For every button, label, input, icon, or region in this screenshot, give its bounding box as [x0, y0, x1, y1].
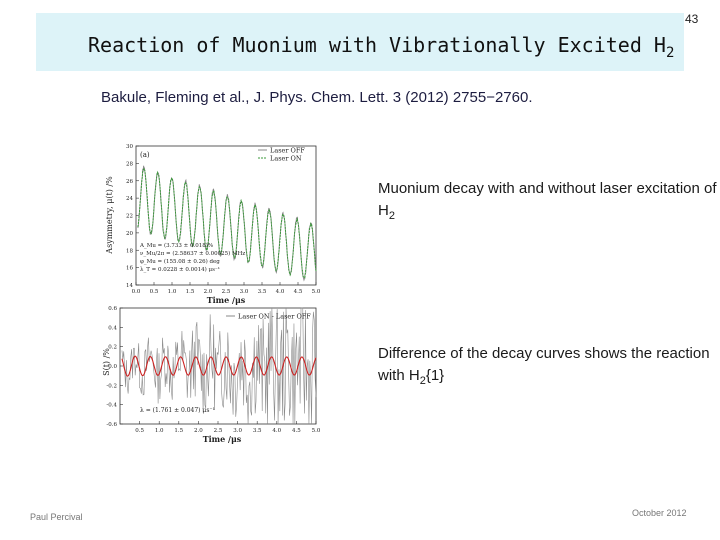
y-tick-label: 20	[126, 231, 133, 237]
panel-a-annotation-3: φ_Mu = (155.08 ± 0.26) deg	[140, 258, 220, 265]
series-difference-data	[121, 307, 317, 425]
x-tick-label: 0.5	[150, 289, 159, 295]
y-tick-label: 0.4	[108, 325, 117, 331]
series-difference-fit	[121, 355, 317, 377]
x-tick-label: 2.0	[194, 428, 203, 434]
panel-b: 0.6 0.4 0.2 0.0 -0.2 -0.4 -0.6 0.5 1.0 1.5 2.0 2.5…	[102, 306, 321, 444]
slide-title-main: Reaction of Muonium with Vibrationally E…	[88, 33, 666, 57]
x-tick-label: 3.5	[253, 428, 262, 434]
y-tick-label: 26	[126, 179, 133, 185]
y-tick-label: -0.4	[106, 403, 117, 409]
description-decay-text: Muonium decay with and without laser exc…	[378, 180, 717, 219]
x-tick-label: 3.5	[258, 289, 267, 295]
legend-difference: Laser ON - Laser OFF	[238, 313, 311, 321]
panel-a-xlabel: Time /μs	[207, 295, 246, 305]
x-tick-label: 3.0	[240, 289, 249, 295]
footer-author: Paul Percival	[30, 512, 83, 522]
x-tick-label: 1.5	[174, 428, 183, 434]
x-tick-label: 2.5	[222, 289, 231, 295]
panel-b-annotation-1: λ = (1.761 ± 0.047) μs⁻¹	[140, 407, 215, 414]
panel-b-legend: Laser ON - Laser OFF	[226, 313, 311, 321]
description-difference-tail: {1}	[425, 367, 445, 384]
x-tick-label: 0.5	[135, 428, 144, 434]
y-tick-label: 28	[126, 161, 133, 167]
x-tick-label: 2.5	[214, 428, 223, 434]
panel-a-label: (a)	[140, 151, 150, 159]
panel-a-annotation-1: A_Mu = (3.733 ± 0.018)%	[139, 242, 213, 249]
y-tick-label: -0.6	[106, 422, 117, 428]
description-difference-sub: 2	[419, 375, 426, 387]
slide-number: 43	[685, 12, 699, 26]
y-tick-label: 22	[126, 214, 133, 220]
x-tick-label: 3.0	[233, 428, 242, 434]
x-tick-label: 0.0	[132, 289, 141, 295]
panel-a: (a) 14 16 18 20 22 24 26 28 30 0.0 0.5 1.0 1.5 2.0 2.…	[105, 144, 321, 305]
legend-laser-on: Laser ON	[270, 155, 302, 163]
x-tick-label: 5.0	[312, 428, 321, 434]
y-tick-label: 24	[126, 196, 133, 202]
legend-laser-off: Laser OFF	[270, 147, 305, 155]
slide-title-subscript: 2	[665, 45, 675, 61]
description-difference-text: Difference of the decay curves shows the…	[378, 345, 710, 384]
series-laser-on	[137, 166, 317, 279]
description-difference: Difference of the decay curves shows the…	[378, 343, 720, 392]
title-bar	[36, 13, 684, 71]
footer-date: October 2012	[632, 508, 687, 518]
y-tick-label: 18	[126, 248, 133, 254]
description-decay: Muonium decay with and without laser exc…	[378, 178, 720, 227]
description-decay-sub: 2	[388, 210, 395, 222]
x-tick-label: 4.0	[276, 289, 285, 295]
panel-b-xlabel: Time /μs	[203, 434, 242, 444]
x-tick-label: 4.0	[272, 428, 281, 434]
y-tick-label: 16	[126, 266, 133, 272]
panel-b-ylabel: S(t) /%	[102, 348, 111, 376]
y-tick-label: 0.6	[108, 306, 117, 312]
x-tick-label: 4.5	[292, 428, 301, 434]
y-tick-label: 30	[126, 144, 133, 150]
y-tick-label: 0.0	[108, 364, 117, 370]
x-tick-label: 1.0	[155, 428, 164, 434]
x-tick-label: 2.0	[204, 289, 213, 295]
panel-a-ylabel: Asymmetry, μ(t) /%	[105, 176, 114, 255]
x-tick-label: 5.0	[312, 289, 321, 295]
x-tick-label: 1.0	[168, 289, 177, 295]
y-tick-label: -0.2	[106, 383, 117, 389]
panel-a-annotation-4: λ_T = 0.0228 ± 0.0014) μs⁻¹	[140, 266, 220, 273]
y-tick-label: 14	[126, 283, 133, 289]
x-tick-label: 4.5	[294, 289, 303, 295]
panel-a-annotation-2: ν_Mu/2π = (2.58637 ± 0.00025) MHz	[140, 250, 245, 257]
y-tick-label: 0.2	[108, 345, 117, 351]
slide-title: Reaction of Muonium with Vibrationally E…	[88, 33, 674, 61]
figure-plots: (a) 14 16 18 20 22 24 26 28 30 0.0 0.5 1.0 1.5 2.0 2.…	[102, 144, 321, 444]
citation: Bakule, Fleming et al., J. Phys. Chem. L…	[101, 89, 533, 106]
panel-a-legend: Laser OFF Laser ON	[258, 147, 305, 163]
x-tick-label: 1.5	[186, 289, 195, 295]
